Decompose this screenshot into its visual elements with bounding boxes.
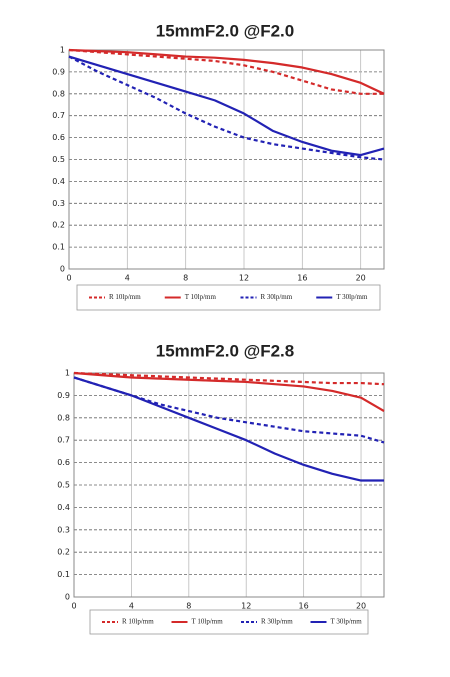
mtf-line (68, 55, 385, 161)
mtf-line (73, 371, 385, 386)
y-tick-label: 0.6 (52, 133, 65, 142)
y-tick-label: 0.4 (52, 177, 65, 186)
mtf-line (73, 376, 385, 444)
y-tick-label: 0.7 (57, 436, 70, 445)
legend-label: T 30lp/mm (336, 293, 368, 301)
mtf-line (73, 371, 385, 413)
x-tick-label: 20 (356, 274, 366, 283)
legend-label: R 10lp/mm (122, 618, 154, 626)
x-tick-label: 12 (241, 602, 251, 611)
y-tick-label: 0.3 (57, 525, 70, 534)
x-tick-label: 4 (129, 602, 134, 611)
x-tick-label: 0 (66, 274, 71, 283)
x-tick-label: 8 (186, 602, 191, 611)
chart-title: 15mmF2.0 @F2.8 (156, 341, 294, 360)
x-tick-label: 0 (71, 602, 76, 611)
legend-label: T 30lp/mm (331, 618, 363, 626)
x-tick-label: 4 (125, 274, 130, 283)
legend-label: R 30lp/mm (261, 618, 293, 626)
y-tick-label: 0.6 (57, 458, 70, 467)
legend-label: R 30lp/mm (261, 293, 293, 301)
x-tick-label: 8 (183, 274, 188, 283)
legend-label: T 10lp/mm (185, 293, 217, 301)
y-tick-label: 0.2 (57, 548, 70, 557)
x-tick-label: 12 (239, 274, 249, 283)
y-tick-label: 0.7 (52, 111, 65, 120)
legend-box (89, 609, 369, 635)
x-tick-label: 20 (356, 602, 366, 611)
y-tick-label: 0.9 (52, 67, 65, 76)
y-tick-label: 0 (60, 265, 65, 274)
y-tick-label: 0.4 (57, 503, 70, 512)
plot-frame (73, 372, 385, 598)
mtf-line (68, 55, 385, 157)
y-tick-label: 0.5 (57, 481, 70, 490)
y-tick-label: 0.5 (52, 155, 65, 164)
y-tick-label: 0.8 (57, 413, 70, 422)
legend-box (76, 284, 381, 311)
y-tick-label: 0.3 (52, 199, 65, 208)
y-tick-label: 0.9 (57, 391, 70, 400)
mtf-line (68, 48, 385, 95)
y-tick-label: 1 (60, 46, 65, 55)
x-tick-label: 16 (297, 274, 307, 283)
legend-label: R 10lp/mm (109, 293, 141, 301)
plot-frame (68, 49, 385, 270)
x-tick-label: 16 (299, 602, 309, 611)
chart-title: 15mmF2.0 @F2.0 (156, 21, 294, 40)
y-tick-label: 0 (65, 593, 70, 602)
y-tick-label: 0.1 (52, 243, 65, 252)
legend-label: T 10lp/mm (192, 618, 224, 626)
y-tick-label: 1 (65, 369, 70, 378)
mtf-line (73, 376, 384, 482)
y-tick-label: 0.1 (57, 570, 70, 579)
y-tick-label: 0.2 (52, 221, 65, 230)
y-tick-label: 0.8 (52, 89, 65, 98)
